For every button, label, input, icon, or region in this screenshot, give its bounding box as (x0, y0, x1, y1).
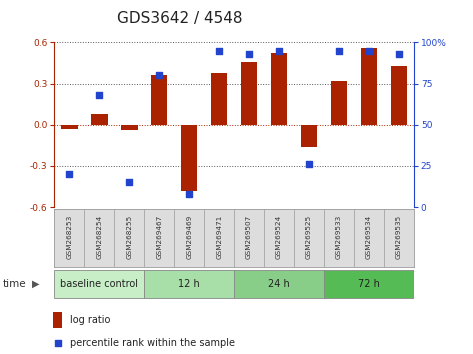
Text: percentile rank within the sample: percentile rank within the sample (70, 338, 235, 348)
FancyBboxPatch shape (54, 270, 144, 298)
FancyBboxPatch shape (234, 270, 324, 298)
FancyBboxPatch shape (324, 270, 414, 298)
Point (395, 51, 403, 57)
Bar (121, 125, 138, 130)
Text: GSM268255: GSM268255 (126, 215, 132, 259)
Point (335, 48, 343, 53)
Text: GSM269507: GSM269507 (246, 215, 252, 259)
Point (54, 341, 62, 346)
Text: time: time (2, 279, 26, 289)
Bar (301, 125, 317, 147)
Text: GSM269534: GSM269534 (366, 215, 372, 259)
Text: GSM269533: GSM269533 (336, 215, 342, 259)
Bar (53, 313, 62, 328)
Text: GSM269535: GSM269535 (396, 215, 402, 259)
Point (275, 48, 283, 53)
Text: 12 h: 12 h (178, 279, 200, 289)
Text: GSM268254: GSM268254 (96, 215, 102, 259)
Point (125, 179, 133, 185)
Text: GSM269469: GSM269469 (186, 215, 192, 259)
Text: ▶: ▶ (32, 279, 40, 289)
Bar (181, 125, 197, 190)
Text: GSM269471: GSM269471 (216, 215, 222, 259)
Bar (91, 114, 107, 125)
Bar (271, 53, 287, 125)
Bar (361, 48, 377, 125)
Point (185, 191, 193, 197)
Bar (241, 62, 257, 125)
Text: 24 h: 24 h (268, 279, 290, 289)
Point (156, 73, 163, 78)
Point (365, 48, 373, 53)
FancyBboxPatch shape (144, 270, 234, 298)
Bar (331, 81, 347, 125)
Text: GSM269467: GSM269467 (156, 215, 162, 259)
Text: GSM269524: GSM269524 (276, 215, 282, 259)
Text: GSM269525: GSM269525 (306, 215, 312, 259)
Bar (211, 73, 228, 125)
Text: GSM268253: GSM268253 (66, 215, 72, 259)
Text: GDS3642 / 4548: GDS3642 / 4548 (117, 11, 243, 25)
Text: log ratio: log ratio (70, 315, 110, 325)
Bar (151, 75, 167, 125)
Text: 72 h: 72 h (358, 279, 380, 289)
Point (96, 92, 103, 98)
Point (245, 51, 253, 57)
Point (215, 48, 223, 53)
Point (305, 161, 313, 167)
Bar (61, 125, 78, 129)
Bar (391, 66, 407, 125)
Point (66, 171, 73, 177)
Text: baseline control: baseline control (61, 279, 138, 289)
